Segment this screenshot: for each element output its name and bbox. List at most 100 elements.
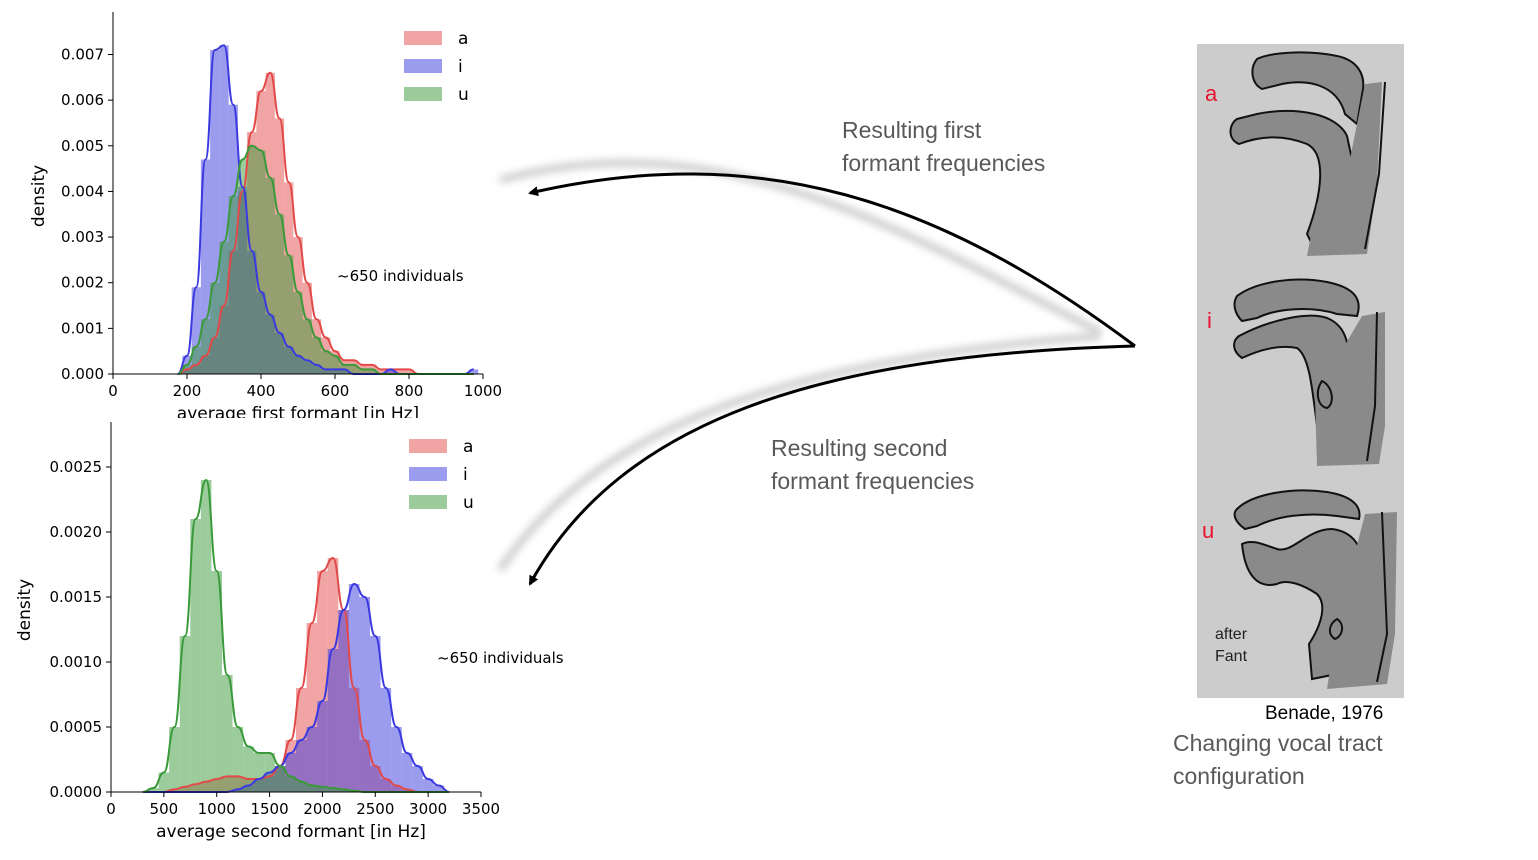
histogram-bar-u: [253, 753, 265, 792]
histogram-bar-u: [265, 177, 275, 374]
histogram-bar-u: [367, 369, 377, 374]
first-formant-chart: 0 200 400 600 800 1000 0.000 0.001 0.002 0.003 0.0…: [29, 12, 502, 418]
y-tick-label: 0.004: [61, 182, 104, 200]
first-formant-caption-line2: formant frequencies: [842, 150, 1046, 176]
y-tick-label: 0.0005: [50, 718, 103, 736]
histogram-bar-u: [232, 727, 244, 792]
histogram-bar-u: [348, 364, 359, 374]
histogram-bar-i: [210, 49, 220, 374]
legend-swatch-a: [404, 31, 442, 45]
y-tick-label: 0.0015: [50, 588, 103, 606]
histogram-bar-u: [274, 766, 286, 792]
y-axis-label: density: [29, 165, 49, 227]
vocal-tract-caption: Changing vocal tract configuration: [1173, 727, 1513, 793]
vocal-tract-caption-line2: configuration: [1173, 763, 1305, 789]
histogram-bar-i: [219, 45, 229, 375]
legend-swatch-u: [404, 87, 442, 101]
after-fant-line1: after: [1215, 626, 1248, 643]
x-tick-label: 3500: [462, 800, 500, 818]
histogram-bar-u: [237, 159, 248, 374]
first-formant-arrow: [528, 172, 1136, 348]
second-formant-caption: Resulting second formant frequencies: [771, 432, 1101, 498]
x-tick-label: 3000: [409, 800, 447, 818]
legend-label-u: u: [458, 85, 469, 105]
histogram-bar-i: [385, 369, 396, 374]
histogram-bar-i: [359, 597, 370, 792]
legend-swatch-a: [409, 439, 447, 453]
histogram-bar-u: [284, 255, 294, 374]
histogram-bar-i: [296, 740, 307, 792]
after-fant-line2: Fant: [1215, 648, 1248, 665]
histogram-bar-u: [191, 346, 201, 374]
histogram-bar-i: [469, 369, 479, 374]
histogram-bar-i: [200, 159, 211, 374]
x-axis-label: average first formant [in Hz]: [177, 404, 419, 418]
x-axis-label: average second formant [in Hz]: [156, 822, 426, 842]
source-citation: Benade, 1976: [1265, 703, 1384, 724]
y-tick-label: 0.007: [61, 46, 104, 64]
histogram-bar-i: [191, 287, 201, 374]
x-tick-label: 500: [150, 800, 179, 818]
x-tick-label: 1000: [464, 382, 502, 400]
y-tick-label: 0.005: [61, 137, 104, 155]
x-tick-label: 1500: [250, 800, 288, 818]
histogram-bar-u: [293, 291, 303, 374]
histogram-bar-i: [422, 779, 434, 792]
vocal-tract-u-shape: [1233, 489, 1397, 689]
legend-label-i: i: [458, 57, 463, 77]
histogram-bar-i: [338, 610, 349, 792]
y-tick-label: 0.002: [61, 274, 104, 292]
y-tick-label: 0.0000: [50, 783, 103, 801]
histogram-bar-u: [211, 571, 222, 792]
second-arrow-shadow: [497, 332, 1101, 572]
sample-size-annotation: ~650 individuals: [437, 649, 564, 667]
histogram-bar-u: [296, 781, 307, 792]
x-tick-label: 600: [321, 382, 350, 400]
first-formant-caption: Resulting first formant frequencies: [842, 114, 1172, 180]
histogram-bar-u: [148, 788, 159, 792]
density-line-a: [142, 556, 450, 793]
x-tick-label: 200: [173, 382, 202, 400]
second-formant-arrow: [528, 344, 1136, 586]
legend-label-a: a: [463, 437, 473, 457]
y-tick-label: 0.000: [61, 365, 104, 383]
legend-swatch-u: [409, 495, 447, 509]
legend-swatch-i: [404, 59, 442, 73]
y-tick-label: 0.006: [61, 91, 104, 109]
y-tick-label: 0.0020: [50, 523, 103, 541]
y-axis-label: density: [15, 579, 35, 641]
histogram-bar-u: [358, 369, 368, 374]
histogram-bar-i: [433, 785, 444, 792]
histogram-bar-i: [327, 649, 339, 792]
x-tick-label: 800: [395, 382, 424, 400]
legend-label-u: u: [463, 493, 474, 513]
second-formant-chart: 0 500 1000 1500 2000 2500 3000 3500 0.0000 0.0005…: [15, 422, 564, 842]
second-formant-caption-line1: Resulting second: [771, 435, 948, 461]
y-tick-label: 0.001: [61, 319, 104, 337]
histogram-bar-u: [330, 355, 340, 374]
histogram-bar-a: [395, 369, 405, 374]
histogram-bar-i: [401, 753, 413, 792]
vocal-tract-a-shape: [1229, 51, 1386, 256]
histogram-bar-u: [190, 519, 201, 792]
vocal-tract-i-shape: [1233, 278, 1385, 466]
x-tick-label: 400: [247, 382, 276, 400]
x-tick-label: 0: [108, 382, 118, 400]
vocal-tract-label-u: u: [1202, 518, 1215, 543]
histogram-bar-u: [302, 319, 312, 374]
histogram-bar-u: [200, 319, 211, 374]
histogram-bar-u: [179, 636, 191, 792]
histogram-bar-u: [321, 351, 331, 374]
histogram-bar-a: [404, 369, 414, 374]
y-tick-label: 0.003: [61, 228, 104, 246]
legend-label-i: i: [463, 465, 468, 485]
histogram-bar-u: [256, 150, 266, 374]
histogram-bar-u: [311, 337, 322, 374]
histogram-bar-u: [158, 772, 170, 792]
histogram-bar-u: [338, 789, 349, 792]
histogram-bar-a: [306, 623, 318, 792]
vocal-tract-label-a: a: [1205, 81, 1218, 106]
y-tick-label: 0.0010: [50, 653, 103, 671]
legend-label-a: a: [458, 29, 468, 49]
histogram-bar-i: [412, 766, 423, 792]
